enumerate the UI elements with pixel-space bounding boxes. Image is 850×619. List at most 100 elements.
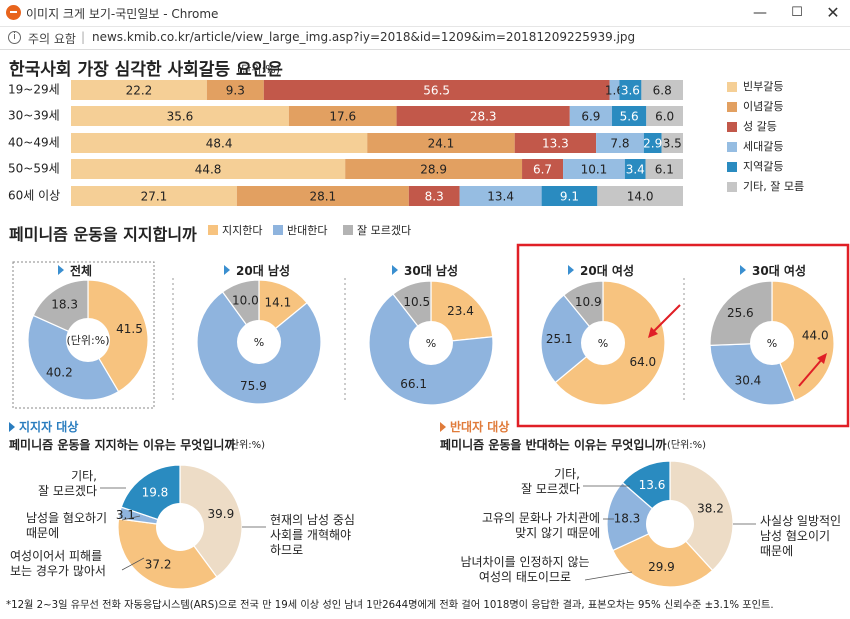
slice-category-label: 남녀차이를 인정하지 않는: [460, 555, 589, 569]
bar-value-label: 28.1: [309, 190, 336, 204]
url-text[interactable]: news.kmib.co.kr/article/view_large_img.a…: [92, 30, 636, 44]
security-status[interactable]: 주의 요함: [28, 32, 76, 46]
bar-value-label: 17.6: [329, 110, 356, 124]
bar-segment: [612, 106, 647, 126]
bar-value-label: 1.6: [605, 84, 624, 98]
bar-value-label: 7.8: [610, 137, 629, 151]
slice-category-label: 현재의 남성 중심: [270, 513, 355, 527]
bar-segment: [71, 159, 346, 179]
legend-label: 이념갈등: [743, 99, 783, 113]
center-unit: %: [426, 337, 436, 350]
title-bullet-icon: [568, 265, 574, 275]
title-bullet-icon: [58, 265, 64, 275]
slice-category-label: 맞지 않기 때문에: [515, 526, 600, 540]
bar-segment: [522, 159, 564, 179]
bar-segment: [459, 186, 542, 206]
bar-segment: [345, 159, 523, 179]
donut-hole: [581, 321, 625, 365]
center-unit: (단위:%): [67, 334, 110, 347]
slice-category-label: 여성의 태도이므로: [479, 570, 571, 584]
bar-row-label: 50~59세: [8, 162, 60, 176]
slice-category-label: 기타,: [554, 467, 580, 481]
slice-category-label: 잘 모르겠다: [38, 484, 97, 498]
bar-value-label: 14.0: [627, 190, 654, 204]
donut-slice: [179, 464, 243, 578]
donut-slice: [117, 518, 218, 590]
bar-value-label: 3.5: [663, 137, 682, 151]
bar-segment: [643, 133, 662, 153]
donut-slice: [27, 314, 120, 401]
bar-value-label: 13.4: [487, 190, 514, 204]
legend-swatch: [727, 122, 737, 132]
bar-chart-unit: (단위:%): [237, 63, 280, 76]
bar-segment: [367, 133, 515, 153]
slice-value-label: 39.9: [207, 507, 234, 521]
support-chart-title: 페미니즘 운동을 지지합니까: [9, 225, 197, 244]
maximize-button[interactable]: ☐: [791, 5, 803, 20]
bar-segment: [609, 80, 620, 100]
bar-segment: [624, 159, 646, 179]
reason-chart-title: 페미니즘 운동을 반대하는 이유는 무엇입니까: [440, 437, 666, 452]
footnote: *12월 2~3일 유무선 전화 자동응답시스템(ARS)으로 전국 만 19세…: [6, 598, 774, 611]
window-title: 이미지 크게 보기-국민일보 - Chrome: [26, 7, 219, 21]
bar-segment: [646, 106, 683, 126]
donut-slice: [606, 481, 672, 552]
center-unit: %: [767, 337, 777, 350]
minimize-button[interactable]: —: [753, 5, 767, 21]
close-button[interactable]: ✕: [826, 3, 840, 22]
slice-value-label: 3.1: [116, 508, 135, 522]
slice-value-label: 25.6: [727, 306, 754, 320]
bar-row-label: 40~49세: [8, 136, 60, 150]
total-frame: [12, 261, 155, 409]
slice-value-label: 40.2: [46, 366, 73, 380]
legend-label: 지지한다: [222, 224, 262, 237]
section-bullet-icon: [9, 422, 15, 432]
legend-swatch: [727, 162, 737, 172]
slice-value-label: 19.8: [142, 486, 169, 500]
info-icon[interactable]: i: [8, 31, 21, 44]
slice-value-label: 75.9: [240, 379, 267, 393]
slice-value-label: 30.4: [735, 373, 762, 387]
bar-segment: [596, 133, 644, 153]
donut-hole: [237, 320, 281, 364]
legend-label: 잘 모르겠다: [357, 224, 411, 237]
donut-hole: [156, 503, 204, 551]
arrow-line: [651, 304, 681, 334]
reason-chart-unit: (단위:%): [667, 438, 706, 451]
slice-value-label: 25.1: [546, 332, 573, 346]
bar-value-label: 6.8: [653, 84, 672, 98]
address-bar[interactable]: i 주의 요함 | news.kmib.co.kr/article/view_l…: [0, 27, 850, 50]
slice-category-label: 사실상 일방적인: [760, 514, 841, 528]
slice-value-label: 44.0: [802, 328, 829, 342]
bar-value-label: 44.8: [195, 163, 222, 177]
title-bullet-icon: [224, 265, 230, 275]
donut-hole: [750, 321, 794, 365]
bar-segment: [563, 159, 625, 179]
bar-segment: [569, 106, 613, 126]
slice-value-label: 37.2: [145, 558, 172, 572]
donut-slice: [669, 460, 734, 572]
bar-segment: [619, 80, 642, 100]
legend-swatch: [727, 102, 737, 112]
center-unit: %: [598, 337, 608, 350]
donut-title: 20대 여성: [580, 263, 634, 278]
slice-value-label: 41.5: [116, 322, 143, 336]
slice-category-label: 사회를 개혁해야: [270, 528, 351, 542]
legend-swatch: [343, 225, 353, 235]
arrow-line: [798, 357, 824, 387]
slice-value-label: 23.4: [447, 304, 474, 318]
bar-value-label: 28.9: [420, 163, 447, 177]
slice-value-label: 64.0: [629, 355, 656, 369]
slice-category-label: 보는 경우가 많아서: [10, 564, 106, 578]
legend-swatch: [727, 82, 737, 92]
bar-segment: [661, 133, 683, 153]
slice-category-label: 남성을 혐오하기: [26, 511, 107, 525]
bar-segment: [408, 186, 460, 206]
bar-segment: [541, 186, 598, 206]
donut-slice: [612, 523, 714, 588]
bar-value-label: 3.4: [626, 163, 645, 177]
bar-segment: [263, 80, 610, 100]
slice-value-label: 18.3: [51, 297, 78, 311]
legend-swatch: [273, 225, 283, 235]
donut-slice: [87, 279, 149, 393]
